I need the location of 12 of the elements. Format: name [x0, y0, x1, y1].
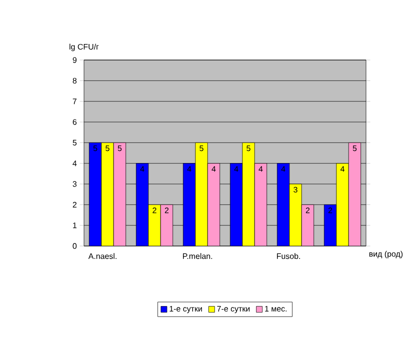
bar	[136, 163, 149, 246]
bar	[254, 163, 268, 246]
bar	[88, 142, 102, 246]
bar	[276, 163, 290, 246]
bar	[301, 204, 314, 246]
bar	[348, 142, 362, 246]
bar	[182, 163, 196, 246]
bar	[324, 204, 337, 246]
bar	[207, 163, 220, 246]
bar	[160, 204, 174, 246]
bar	[113, 142, 126, 246]
bar	[230, 163, 243, 246]
